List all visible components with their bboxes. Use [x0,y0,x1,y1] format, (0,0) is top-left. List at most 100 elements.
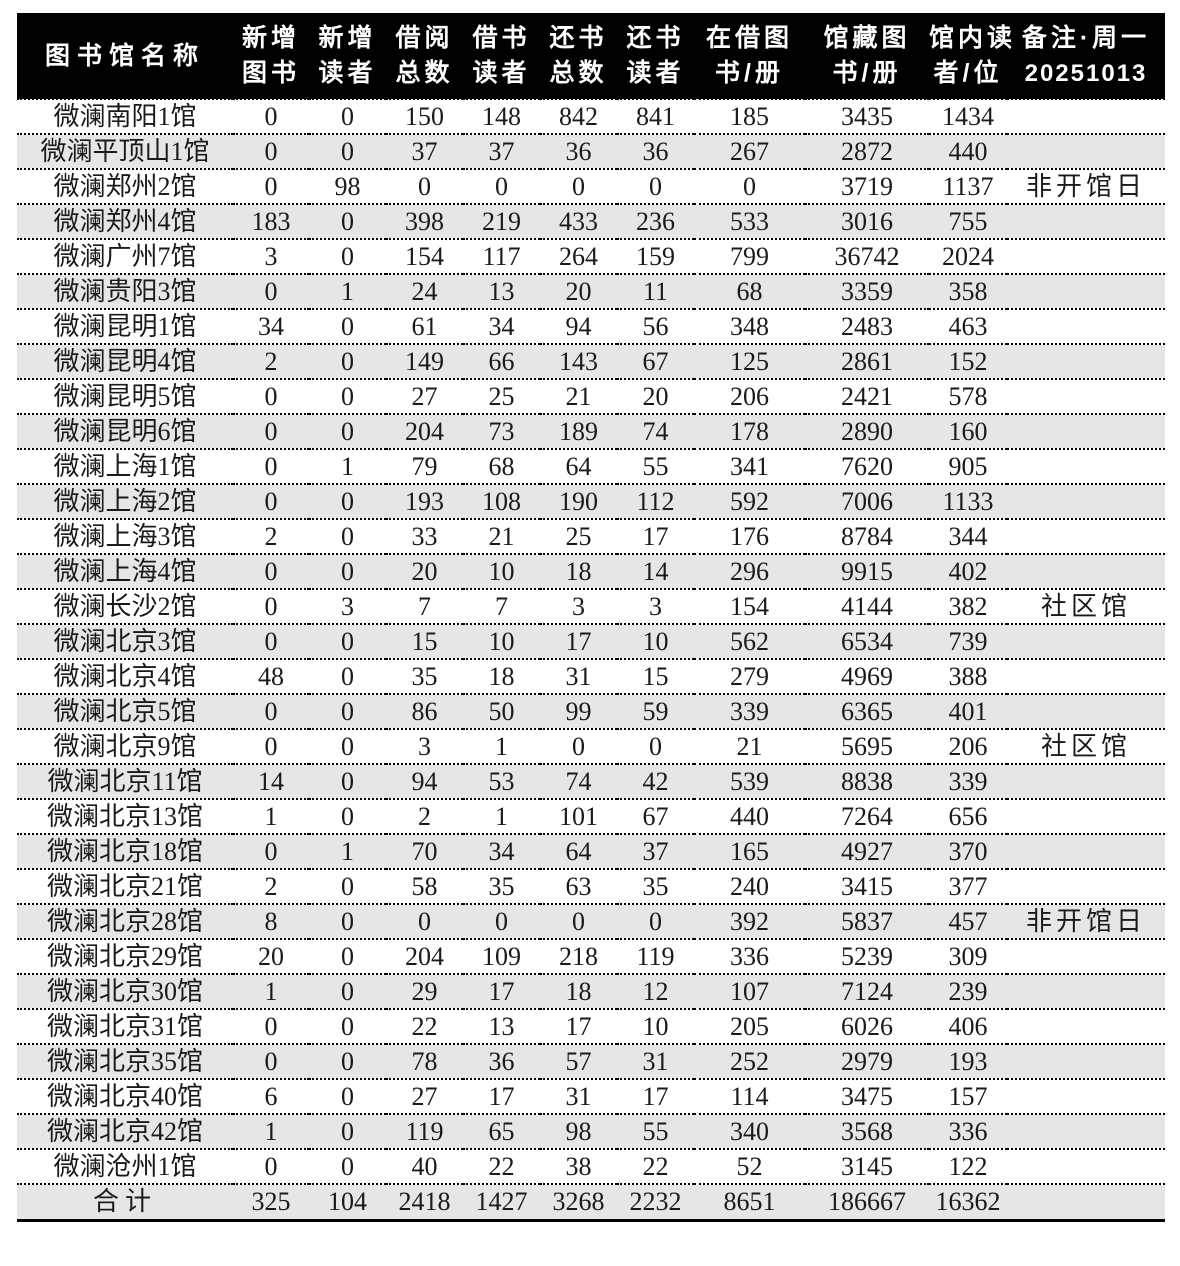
value-cell: 402 [929,554,1007,590]
value-cell: 0 [309,1009,386,1045]
remark-cell [1007,239,1165,275]
value-cell: 3016 [805,204,929,240]
value-cell: 3719 [805,169,929,205]
library-name-cell: 微澜郑州4馆 [17,204,233,240]
remark-cell [1007,99,1165,135]
header-new-readers: 新增 读者 [309,13,386,100]
value-cell: 7124 [805,974,929,1010]
table-row: 微澜北京3馆 0 0 15 10 17 10 562 6534 739 [17,624,1165,660]
header-borrow-total: 借阅 总数 [386,13,463,100]
value-cell: 22 [386,1009,463,1045]
header-books-on-loan: 在借图 书/册 [694,13,805,100]
value-cell: 98 [309,169,386,205]
value-cell: 17 [617,519,694,555]
value-cell: 0 [617,169,694,205]
value-cell: 79 [386,449,463,485]
value-cell: 0 [617,904,694,940]
value-cell: 176 [694,519,805,555]
value-cell: 0 [233,834,309,870]
value-cell: 339 [694,694,805,730]
value-cell: 33 [386,519,463,555]
value-cell: 53 [463,764,540,800]
value-cell: 150 [386,99,463,135]
value-cell: 157 [929,1079,1007,1115]
value-cell: 13 [463,274,540,310]
remark-cell [1007,1079,1165,1115]
value-cell: 2 [386,799,463,835]
remark-cell [1007,694,1165,730]
value-cell: 2872 [805,134,929,170]
table-row: 微澜广州7馆 3 0 154 117 264 159 799 36742 2024 [17,239,1165,275]
value-cell: 148 [463,99,540,135]
value-cell: 17 [617,1079,694,1115]
value-cell: 108 [463,484,540,520]
value-cell: 3268 [540,1184,617,1222]
value-cell: 204 [386,939,463,975]
value-cell: 204 [386,414,463,450]
value-cell: 905 [929,449,1007,485]
value-cell: 755 [929,204,1007,240]
header-row: 图书馆名称 新增 图书 新增 读者 借阅 总数 借书 读者 [17,13,1165,100]
value-cell: 0 [309,904,386,940]
value-cell: 117 [463,239,540,275]
value-cell: 112 [617,484,694,520]
value-cell: 7 [386,589,463,625]
value-cell: 4144 [805,589,929,625]
value-cell: 17 [463,974,540,1010]
value-cell: 34 [233,309,309,345]
value-cell: 14 [617,554,694,590]
value-cell: 8784 [805,519,929,555]
value-cell: 8838 [805,764,929,800]
value-cell: 252 [694,1044,805,1080]
value-cell: 3435 [805,99,929,135]
value-cell: 154 [694,589,805,625]
value-cell: 56 [617,309,694,345]
value-cell: 58 [386,869,463,905]
value-cell: 0 [309,659,386,695]
library-name-cell: 微澜北京5馆 [17,694,233,730]
table-row: 微澜上海4馆 0 0 20 10 18 14 296 9915 402 [17,554,1165,590]
value-cell: 99 [540,694,617,730]
value-cell: 0 [540,169,617,205]
value-cell: 67 [617,799,694,835]
value-cell: 0 [233,274,309,310]
value-cell: 0 [309,554,386,590]
value-cell: 348 [694,309,805,345]
value-cell: 3145 [805,1149,929,1185]
value-cell: 1427 [463,1184,540,1222]
value-cell: 1 [309,834,386,870]
remark-cell [1007,414,1165,450]
value-cell: 36 [617,134,694,170]
library-name-cell: 微澜北京29馆 [17,939,233,975]
table-row: 微澜北京4馆 48 0 35 18 31 15 279 4969 388 [17,659,1165,695]
library-name-cell: 微澜长沙2馆 [17,589,233,625]
value-cell: 152 [929,344,1007,380]
library-name-cell: 微澜上海2馆 [17,484,233,520]
value-cell: 1133 [929,484,1007,520]
remark-cell [1007,834,1165,870]
value-cell: 57 [540,1044,617,1080]
value-cell: 61 [386,309,463,345]
remark-cell [1007,1149,1165,1185]
value-cell: 70 [386,834,463,870]
value-cell: 0 [309,869,386,905]
value-cell: 17 [540,1009,617,1045]
value-cell: 59 [617,694,694,730]
value-cell: 392 [694,904,805,940]
value-cell: 18 [540,974,617,1010]
value-cell: 14 [233,764,309,800]
value-cell: 2 [233,344,309,380]
value-cell: 178 [694,414,805,450]
value-cell: 3 [617,589,694,625]
value-cell: 37 [463,134,540,170]
value-cell: 578 [929,379,1007,415]
value-cell: 2861 [805,344,929,380]
library-name-cell: 微澜沧州1馆 [17,1149,233,1185]
library-name-cell: 微澜贵阳3馆 [17,274,233,310]
value-cell: 279 [694,659,805,695]
library-name-cell: 微澜昆明4馆 [17,344,233,380]
value-cell: 27 [386,1079,463,1115]
value-cell: 20 [540,274,617,310]
library-name-cell: 微澜北京18馆 [17,834,233,870]
value-cell: 358 [929,274,1007,310]
